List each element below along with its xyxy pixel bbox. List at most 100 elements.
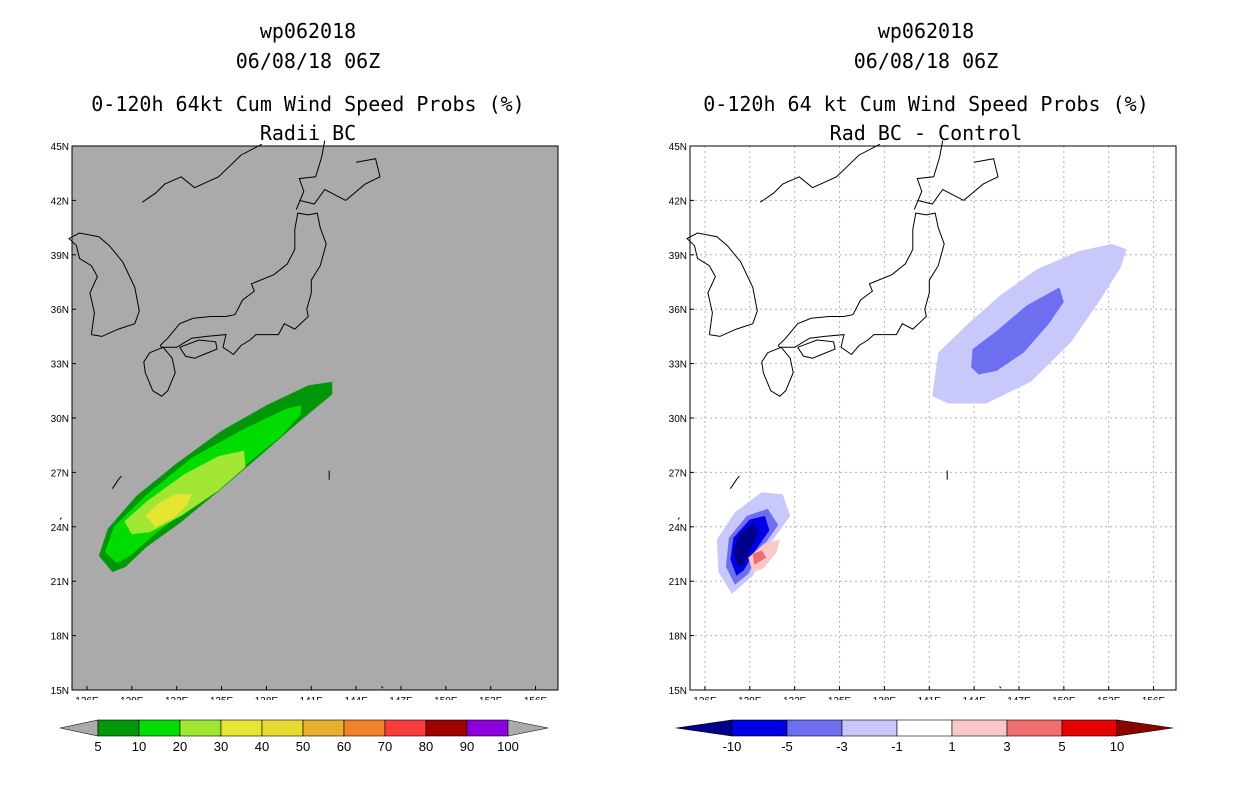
colorbar-high-arrow	[1116, 719, 1174, 737]
lon-tick-label: 132E	[165, 696, 189, 700]
coastline	[686, 232, 758, 337]
coastline	[295, 140, 326, 210]
right-axis-ticks: 126E 129E 132E 135E 138E 141E 144E 147E 150E 153E…	[669, 142, 1166, 700]
lon-tick-label: 144E	[344, 696, 368, 700]
lon-tick-label: 141E	[300, 696, 324, 700]
right-contour-layer	[716, 243, 1127, 594]
coastline	[917, 158, 999, 205]
coastline	[760, 143, 881, 203]
coastline	[143, 346, 176, 397]
lon-tick-label: 156E	[1142, 696, 1166, 700]
right-coastline-layer	[677, 140, 1002, 689]
coastline	[381, 686, 384, 689]
left-map-background	[72, 146, 558, 690]
right-colorbar: -10 -5 -3 -1 1 3 5 10	[675, 719, 1174, 754]
left-colorbar: 5 10 20 30 40 50 60 70 80 90 100	[59, 719, 549, 754]
lat-tick-label: 42N	[51, 196, 69, 207]
colorbar-swatch	[425, 719, 468, 737]
lat-tick-label: 24N	[669, 523, 687, 534]
left-coastline-layer	[59, 140, 384, 689]
colorbar-label: 60	[337, 739, 351, 754]
right-datetime: 06/08/18 06Z	[853, 49, 999, 73]
colorbar-label: -5	[781, 739, 793, 754]
lon-tick-label: 147E	[1007, 696, 1031, 700]
lon-tick-label: 129E	[120, 696, 144, 700]
colorbar-swatch	[896, 719, 953, 737]
lon-tick-label: 138E	[873, 696, 897, 700]
colorbar-label: 70	[378, 739, 392, 754]
left-contour-layer	[98, 381, 333, 573]
lon-tick-label: 126E	[693, 696, 717, 700]
lat-tick-label: 21N	[669, 577, 687, 588]
coastline	[111, 475, 122, 489]
lon-tick-label: 153E	[1097, 696, 1121, 700]
colorbar-label: 5	[94, 739, 101, 754]
lat-tick-label: 45N	[669, 142, 687, 153]
colorbar-label: 90	[460, 739, 474, 754]
colorbar-label: 10	[132, 739, 146, 754]
lat-tick-label: 33N	[669, 360, 687, 371]
lat-tick-label: 27N	[669, 468, 687, 479]
lon-tick-label: 135E	[210, 696, 234, 700]
lon-tick-label: 135E	[828, 696, 852, 700]
left-chart-title: 0-120h 64kt Cum Wind Speed Probs (%)	[91, 92, 525, 116]
colorbar-label: 1	[948, 739, 955, 754]
colorbar-label: -10	[723, 739, 742, 754]
colorbar-swatch	[261, 719, 304, 737]
lat-tick-label: 21N	[51, 577, 69, 588]
lat-tick-label: 15N	[669, 686, 687, 697]
lat-tick-label: 27N	[51, 468, 69, 479]
lat-tick-label: 30N	[51, 414, 69, 425]
coastline	[59, 517, 62, 520]
lat-tick-label: 39N	[669, 251, 687, 262]
lon-tick-label: 147E	[389, 696, 413, 700]
coastline	[797, 339, 836, 359]
lat-tick-label: 36N	[51, 305, 69, 316]
colorbar-swatch	[138, 719, 181, 737]
coastline	[159, 212, 327, 356]
contour-band	[752, 550, 767, 565]
lon-tick-label: 132E	[783, 696, 807, 700]
lon-tick-label: 144E	[962, 696, 986, 700]
colorbar-swatch	[786, 719, 843, 737]
colorbar-swatch	[220, 719, 263, 737]
colorbar-label: 30	[214, 739, 228, 754]
coastline	[999, 686, 1002, 689]
lat-tick-label: 24N	[51, 523, 69, 534]
colorbar-label: 10	[1110, 739, 1124, 754]
colorbar-label: 5	[1058, 739, 1065, 754]
lon-tick-label: 129E	[738, 696, 762, 700]
colorbar-label: 40	[255, 739, 269, 754]
left-axis-ticks: 126E 129E 132E 135E 138E 141E 144E 147E 150E 153E…	[51, 142, 548, 700]
lon-tick-label: 126E	[75, 696, 99, 700]
contour-band	[971, 287, 1064, 375]
colorbar-swatch	[1006, 719, 1063, 737]
colorbar-label: -1	[891, 739, 903, 754]
lat-tick-label: 39N	[51, 251, 69, 262]
coastline	[913, 140, 944, 210]
lat-tick-label: 18N	[51, 632, 69, 643]
colorbar-label: 3	[1003, 739, 1010, 754]
colorbar-swatch	[179, 719, 222, 737]
colorbar-label: 50	[296, 739, 310, 754]
coastline	[68, 232, 140, 337]
contour-band	[145, 494, 192, 527]
left-datetime: 06/08/18 06Z	[235, 49, 381, 73]
coastline	[142, 143, 263, 203]
left-probability-map: 126E 129E 132E 135E 138E 141E 144E 147E 150E 153E…	[51, 140, 559, 700]
colorbar-swatch	[731, 719, 788, 737]
left-chart-subtitle: Radii BC	[259, 121, 357, 145]
lon-tick-label: 156E	[524, 696, 548, 700]
colorbar-swatch	[343, 719, 386, 737]
colorbar-swatch	[97, 719, 140, 737]
lat-tick-label: 42N	[669, 196, 687, 207]
right-storm-id: wp062018	[877, 19, 975, 43]
coastline	[761, 346, 794, 397]
colorbar-low-arrow	[675, 719, 733, 737]
lat-tick-label: 36N	[669, 305, 687, 316]
right-difference-map: 126E 129E 132E 135E 138E 141E 144E 147E 150E 153E…	[669, 140, 1177, 700]
coastline	[179, 339, 218, 359]
coastline	[299, 158, 381, 205]
coastline	[777, 212, 945, 356]
lon-tick-label: 150E	[1052, 696, 1076, 700]
